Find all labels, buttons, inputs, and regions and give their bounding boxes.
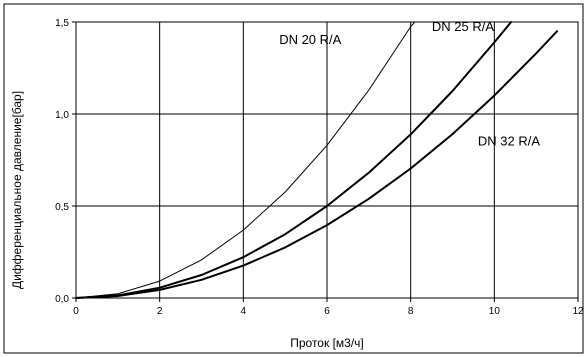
x-axis-ticks: 0 2 4 6 8 10 12: [73, 298, 584, 317]
series-label: DN 20 R/A: [279, 32, 341, 47]
y-axis-title: Дифференциальное давление[бар]: [10, 91, 24, 289]
y-axis-ticks: 0,0 0,5 1,0 1,5: [55, 18, 76, 305]
series-line-dn-20-r-a: [75, 21, 416, 299]
series-group: [75, 21, 559, 299]
x-tick-label: 0: [73, 306, 79, 317]
y-tick-label: 0,5: [55, 202, 69, 213]
chart-outer-border: [3, 3, 584, 354]
series-label: DN 25 R/A: [432, 19, 494, 34]
y-tick-label: 1,5: [55, 18, 69, 29]
y-tick-label: 1,0: [55, 110, 69, 121]
series-line-dn-32-r-a: [75, 30, 559, 299]
x-tick-label: 6: [324, 306, 330, 317]
x-tick-label: 10: [489, 306, 501, 317]
y-tick-label: 0,0: [55, 294, 69, 305]
x-tick-label: 4: [241, 306, 247, 317]
x-axis-title: Проток [м3/ч]: [290, 336, 364, 350]
series-label: DN 32 R/A: [478, 133, 540, 148]
series-line-dn-25-r-a: [75, 21, 513, 299]
x-tick-label: 12: [572, 306, 584, 317]
series-labels: DN 20 R/A DN 25 R/A DN 32 R/A: [279, 19, 540, 148]
x-tick-label: 8: [408, 306, 414, 317]
x-tick-label: 2: [157, 306, 163, 317]
